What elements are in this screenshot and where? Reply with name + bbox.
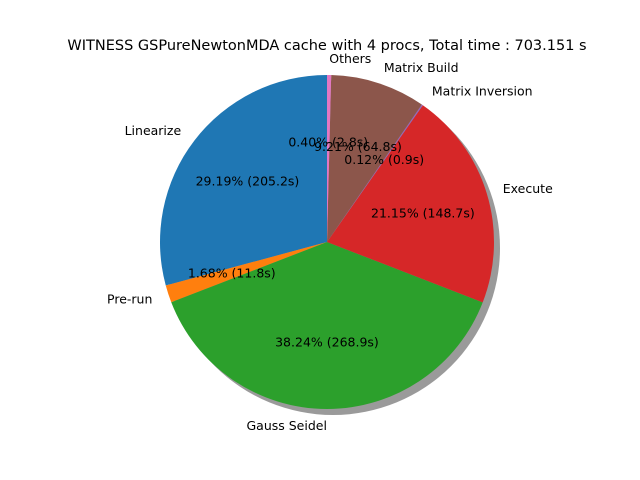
slice-label-matrix-build: Matrix Build bbox=[384, 60, 459, 75]
slice-value-others: 0.40% (2.8s) bbox=[288, 134, 368, 149]
pie-slices bbox=[160, 75, 495, 409]
slice-label-others: Others bbox=[329, 51, 371, 66]
slice-value-linearize: 29.19% (205.2s) bbox=[196, 174, 300, 189]
slice-label-gauss-seidel: Gauss Seidel bbox=[246, 418, 326, 433]
slice-label-pre-run: Pre-run bbox=[107, 292, 152, 307]
pie-slice-matrix-build bbox=[327, 75, 422, 242]
slice-value-matrix-inversion: 0.12% (0.9s) bbox=[344, 152, 424, 167]
slice-label-linearize: Linearize bbox=[125, 123, 182, 138]
chart-title: WITNESS GSPureNewtonMDA cache with 4 pro… bbox=[67, 38, 586, 54]
slice-label-matrix-inversion: Matrix Inversion bbox=[432, 84, 533, 99]
pie-slice-execute bbox=[327, 105, 495, 303]
pie-slice-others bbox=[327, 75, 332, 242]
pie-slice-matrix-inversion bbox=[327, 104, 423, 242]
pie-slice-linearize bbox=[160, 75, 327, 286]
pie-labels: Linearize 29.19% (205.2s) Pre-run 1.68% (11… bbox=[107, 51, 553, 433]
slice-label-execute: Execute bbox=[503, 181, 553, 196]
slice-value-matrix-build: 9.21% (64.8s) bbox=[314, 139, 402, 154]
pie-slice-pre-run bbox=[165, 242, 327, 303]
slice-value-gauss-seidel: 38.24% (268.9s) bbox=[275, 335, 379, 350]
pie-slice-gauss-seidel bbox=[171, 242, 483, 409]
slice-value-execute: 21.15% (148.7s) bbox=[371, 205, 475, 220]
slice-value-pre-run: 1.68% (11.8s) bbox=[188, 266, 276, 281]
